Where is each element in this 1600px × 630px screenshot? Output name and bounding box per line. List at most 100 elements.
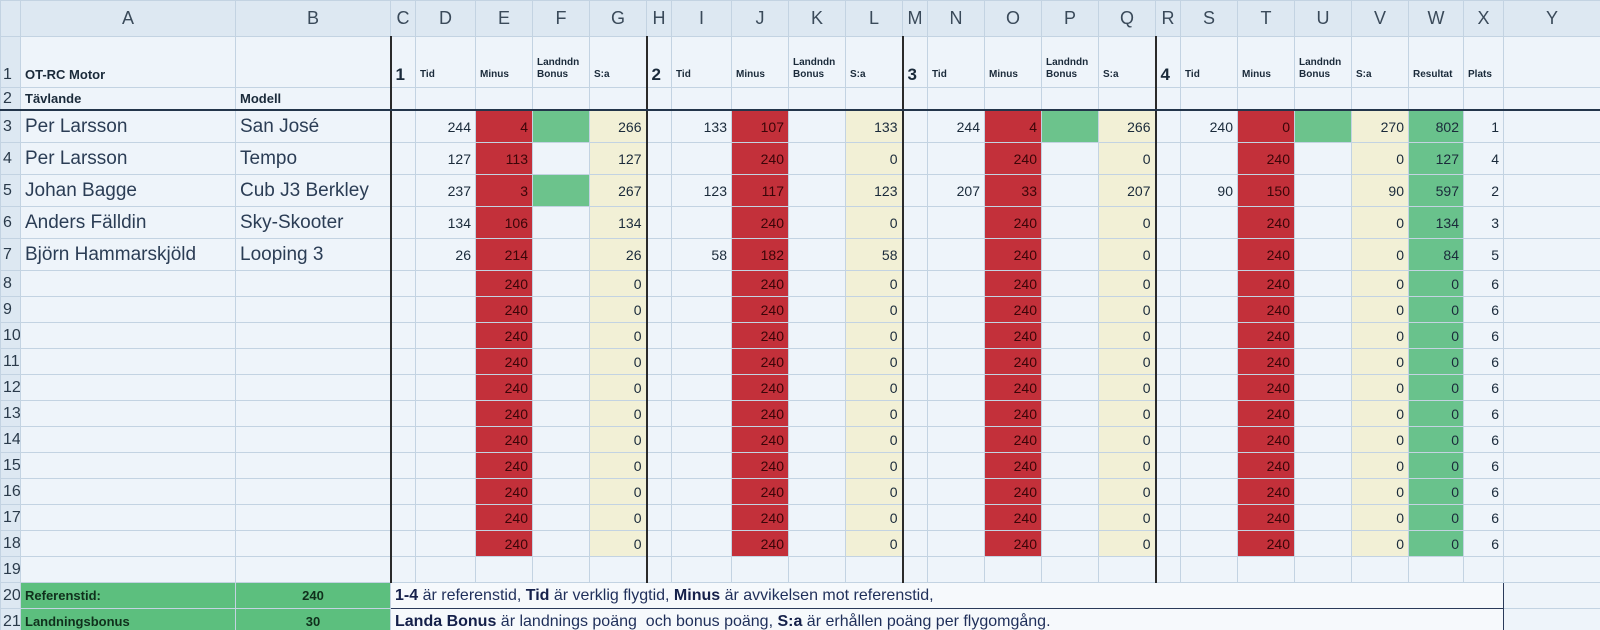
cell-value: 0 bbox=[589, 426, 647, 453]
cell bbox=[1294, 504, 1352, 531]
cell-value: 240 bbox=[1237, 206, 1295, 239]
column-header: T bbox=[1237, 0, 1295, 37]
cell-value: 6 bbox=[1463, 426, 1504, 453]
cell-value: 6 bbox=[1463, 296, 1504, 323]
row: 6 Anders Fälldin Sky-Skooter 134 106 134 240 0 2… bbox=[0, 206, 1600, 239]
cell bbox=[1351, 556, 1409, 583]
cell-value: 0 bbox=[1098, 374, 1156, 401]
cell-value: 0 bbox=[1098, 348, 1156, 375]
cell bbox=[389, 504, 416, 531]
row: 2 Tävlande Modell bbox=[0, 87, 1600, 111]
row-number: 12 bbox=[0, 374, 21, 401]
header-cell: 1 bbox=[389, 36, 416, 88]
cell bbox=[1503, 504, 1600, 531]
cell-value: 0 bbox=[1098, 478, 1156, 505]
cell bbox=[788, 374, 846, 401]
cell-value: 240 bbox=[475, 400, 533, 427]
column-header: C bbox=[390, 0, 416, 37]
cell bbox=[20, 426, 236, 453]
column-header: S bbox=[1180, 0, 1238, 37]
cell bbox=[1503, 206, 1600, 239]
cell-value: 0 bbox=[1098, 504, 1156, 531]
cell bbox=[731, 556, 789, 583]
cell bbox=[1503, 608, 1600, 630]
cell bbox=[1154, 322, 1181, 349]
header-cell: Tid bbox=[1180, 36, 1238, 88]
cell bbox=[1180, 142, 1238, 175]
cell-value: 240 bbox=[984, 270, 1042, 297]
row-number: 2 bbox=[0, 87, 21, 111]
cell bbox=[1154, 109, 1181, 143]
cell bbox=[1041, 142, 1099, 175]
cell bbox=[20, 322, 236, 349]
row-number: 20 bbox=[0, 582, 21, 609]
cell-value: 0 bbox=[1098, 452, 1156, 479]
cell-value: 0 bbox=[589, 322, 647, 349]
header-cell: Tid bbox=[671, 36, 732, 88]
cell-value: 6 bbox=[1463, 374, 1504, 401]
cell-value: 240 bbox=[731, 374, 789, 401]
cell-value: 240 bbox=[475, 504, 533, 531]
cell-value: 0 bbox=[1408, 348, 1464, 375]
row: 14 240 0 240 0 240 0 240 0 0 6 bbox=[0, 426, 1600, 453]
cell-value: 5 bbox=[1463, 238, 1504, 271]
cell-value: 0 bbox=[1408, 322, 1464, 349]
cell-value: 6 bbox=[1463, 322, 1504, 349]
cell bbox=[1503, 174, 1600, 207]
note-bold: Minus bbox=[673, 586, 721, 604]
cell bbox=[532, 322, 590, 349]
cell bbox=[389, 530, 416, 557]
cell bbox=[235, 270, 391, 297]
cell bbox=[788, 452, 846, 479]
cell-value: 240 bbox=[984, 478, 1042, 505]
column-header: B bbox=[235, 0, 391, 37]
cell bbox=[1180, 270, 1238, 297]
cell bbox=[415, 348, 476, 375]
cell bbox=[901, 206, 928, 239]
cell bbox=[1041, 322, 1099, 349]
cell bbox=[415, 478, 476, 505]
cell-value: 240 bbox=[1237, 504, 1295, 531]
cell-value: 240 bbox=[984, 426, 1042, 453]
cell bbox=[1041, 478, 1099, 505]
cell bbox=[1154, 556, 1181, 583]
cell-value: 240 bbox=[1237, 270, 1295, 297]
cell bbox=[901, 478, 928, 505]
header-cell: S:a bbox=[1098, 36, 1156, 88]
cell bbox=[927, 238, 985, 271]
cell bbox=[927, 452, 985, 479]
cell bbox=[788, 109, 846, 143]
setting-value: 30 bbox=[235, 608, 391, 630]
column-header: W bbox=[1408, 0, 1464, 37]
cell-value: 240 bbox=[1180, 109, 1238, 143]
cell bbox=[645, 374, 672, 401]
cell-value: 133 bbox=[671, 109, 732, 143]
row: 5 Johan Bagge Cub J3 Berkley 237 3 267 123 117 1… bbox=[0, 174, 1600, 207]
cell-value: 244 bbox=[415, 109, 476, 143]
cell-value: 0 bbox=[845, 530, 903, 557]
cell-value: 0 bbox=[845, 206, 903, 239]
cell bbox=[532, 348, 590, 375]
cell bbox=[389, 426, 416, 453]
cell-value: 240 bbox=[984, 296, 1042, 323]
cell bbox=[645, 478, 672, 505]
cell bbox=[20, 530, 236, 557]
cell-value: 0 bbox=[1351, 296, 1409, 323]
cell-value: 240 bbox=[984, 206, 1042, 239]
cell bbox=[927, 296, 985, 323]
header-cell: Tid bbox=[415, 36, 476, 88]
cell-value: 240 bbox=[731, 348, 789, 375]
cell bbox=[901, 374, 928, 401]
cell-value: 6 bbox=[1463, 452, 1504, 479]
cell bbox=[984, 87, 1042, 111]
cell bbox=[1503, 400, 1600, 427]
row-number: 11 bbox=[0, 348, 21, 375]
cell-value: 266 bbox=[1098, 109, 1156, 143]
cell bbox=[1154, 206, 1181, 239]
cell bbox=[589, 87, 647, 111]
cell-value: 240 bbox=[984, 142, 1042, 175]
setting-value: 240 bbox=[235, 582, 391, 609]
setting-label: Referenstid: bbox=[20, 582, 236, 609]
